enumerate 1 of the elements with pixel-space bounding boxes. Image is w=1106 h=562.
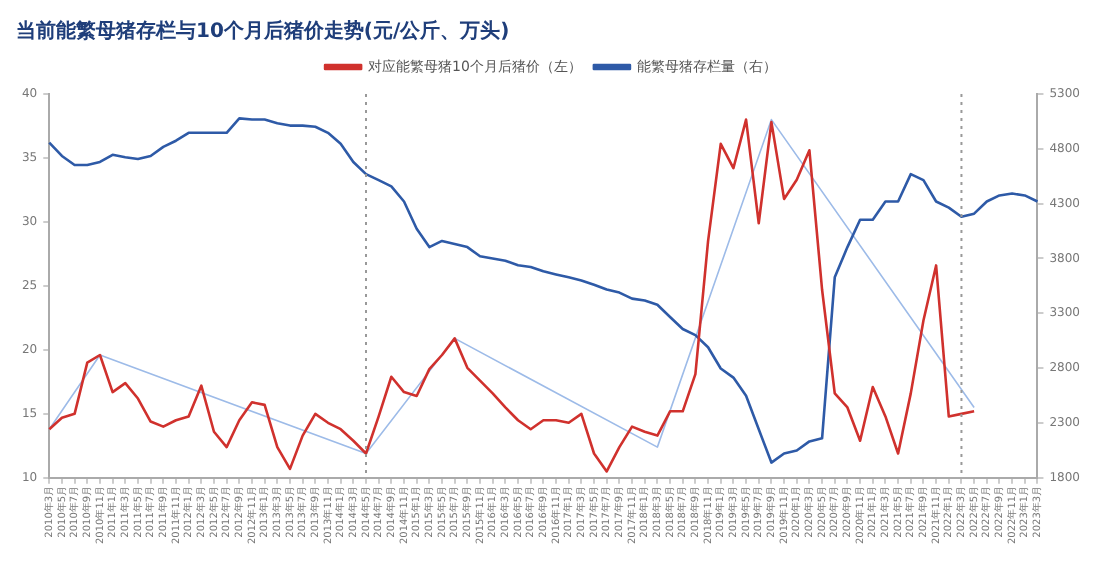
- chart-title: 当前能繁母猪存栏与10个月后猪价走势(元/公斤、万头): [16, 19, 510, 44]
